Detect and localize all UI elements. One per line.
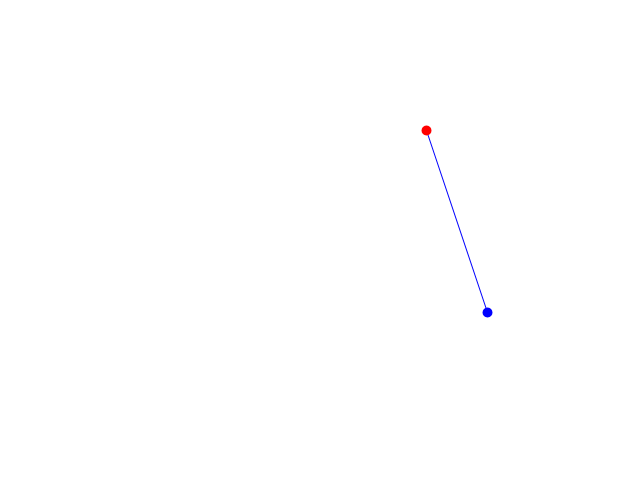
red-point[interactable] (421, 125, 432, 136)
connector-line (426, 130, 488, 313)
blue-point[interactable] (482, 307, 493, 318)
